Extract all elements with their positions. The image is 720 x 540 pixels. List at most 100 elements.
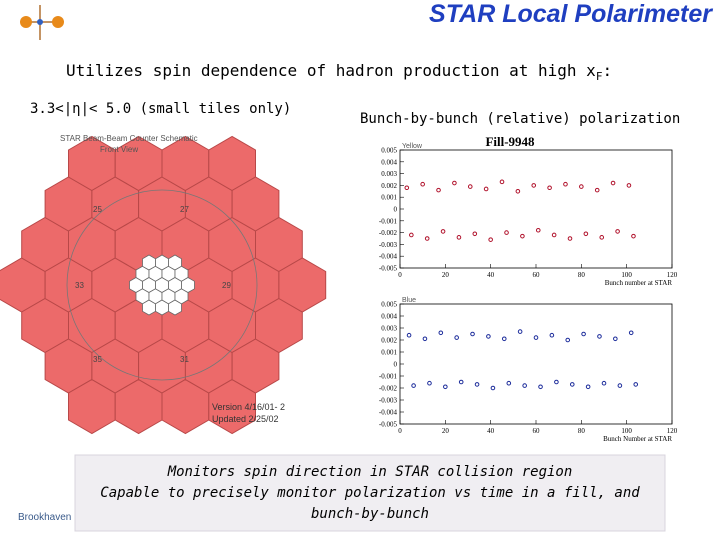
x-tick-label: 100 <box>621 427 632 435</box>
tile-number: 27 <box>180 205 189 214</box>
data-point <box>615 229 620 234</box>
data-point <box>438 330 444 336</box>
data-point <box>567 236 573 241</box>
tile-number: 31 <box>180 355 189 364</box>
data-point <box>470 331 475 337</box>
x-tick-label: 0 <box>398 427 402 435</box>
data-point <box>554 379 559 385</box>
ring <box>66 189 258 381</box>
data-point <box>610 180 616 186</box>
y-tick-label: -0.003 <box>379 241 398 249</box>
tile-number: 25 <box>93 205 102 214</box>
footer-left: Brookhaven S <box>18 512 81 523</box>
data-point <box>565 337 571 343</box>
subtitle-end: : <box>602 61 612 80</box>
y-tick-label: 0.005 <box>381 147 397 155</box>
data-point <box>579 184 584 189</box>
panel-label: Blue <box>402 297 416 304</box>
subtitle: Utilizes spin dependence of hadron produ… <box>66 61 612 83</box>
data-point <box>474 382 480 387</box>
x-tick-label: 60 <box>533 427 541 435</box>
y-tick-label: 0 <box>394 361 398 369</box>
data-point <box>549 332 555 338</box>
tile-number: 33 <box>75 281 84 290</box>
data-point <box>404 185 410 191</box>
fill-label: Fill-9948 <box>485 134 535 149</box>
tile-number: 29 <box>222 281 231 290</box>
y-tick-label: 0.004 <box>381 313 397 321</box>
summary-line: bunch-by-bunch <box>311 506 429 522</box>
small-tile <box>181 277 195 293</box>
x-tick-label: 40 <box>487 271 495 279</box>
left-label: 3.3<|η|< 5.0 (small tiles only) <box>30 101 291 117</box>
panel-label: Yellow <box>402 143 423 150</box>
summary-line: Capable to precisely monitor polarizatio… <box>100 485 640 501</box>
data-point <box>631 233 636 239</box>
data-point <box>628 330 634 336</box>
x-tick-label: 40 <box>487 427 495 435</box>
data-point <box>601 380 607 386</box>
x-tick-label: 80 <box>578 271 586 279</box>
data-point <box>420 181 425 187</box>
data-point <box>569 382 575 387</box>
data-point <box>456 235 462 240</box>
y-tick-label: -0.005 <box>379 265 398 273</box>
data-point <box>551 232 557 238</box>
x-axis-label: Bunch number at STAR <box>605 279 673 287</box>
data-point <box>490 385 496 391</box>
tile-number: 35 <box>93 355 102 364</box>
data-point <box>409 232 414 238</box>
data-point <box>422 336 428 342</box>
x-tick-label: 20 <box>442 271 450 279</box>
x-tick-label: 120 <box>667 271 678 279</box>
y-tick-label: 0 <box>394 206 398 214</box>
data-point <box>504 230 509 235</box>
y-tick-label: -0.002 <box>379 229 398 237</box>
y-tick-label: -0.005 <box>379 421 398 429</box>
y-tick-label: -0.002 <box>379 385 398 393</box>
diagram-view: Front View <box>100 145 138 154</box>
data-point <box>488 237 493 242</box>
subtitle-text: Utilizes spin dependence of hadron produ… <box>66 61 596 80</box>
y-tick-label: -0.001 <box>379 217 398 225</box>
data-point <box>617 383 623 388</box>
data-point <box>585 384 591 390</box>
data-point <box>501 336 507 342</box>
data-point <box>535 227 541 233</box>
bbc-diagram: 25 27 29 31 33 35 <box>0 135 327 435</box>
subtitle-sub: F <box>596 70 603 83</box>
y-tick-label: 0.003 <box>381 325 397 333</box>
diagram-version: Version 4/16/01- 2 <box>212 402 285 412</box>
data-point <box>427 380 432 386</box>
y-tick-label: -0.001 <box>379 373 398 381</box>
data-point <box>633 382 639 387</box>
data-point <box>515 189 521 194</box>
data-point <box>452 180 457 186</box>
x-axis-label: Bunch Number at STAR <box>603 435 672 443</box>
data-point <box>406 332 412 338</box>
data-point <box>443 384 448 390</box>
data-point <box>424 236 430 241</box>
diagram-updated: Updated 2/25/02 <box>212 414 279 424</box>
y-tick-label: 0.002 <box>381 182 397 190</box>
y-tick-label: 0.001 <box>381 349 397 357</box>
data-point <box>483 186 489 192</box>
y-tick-label: -0.004 <box>379 409 398 417</box>
data-point <box>458 379 464 385</box>
plot-frame <box>399 303 673 425</box>
summary-box <box>74 454 666 532</box>
y-tick-label: 0.001 <box>381 194 397 202</box>
y-tick-label: 0.004 <box>381 158 397 166</box>
x-tick-label: 20 <box>442 427 450 435</box>
x-tick-label: 0 <box>398 271 402 279</box>
logo <box>20 5 64 40</box>
data-point <box>454 335 459 340</box>
right-label: Bunch-by-bunch (relative) polarization <box>360 111 680 127</box>
summary-line: Monitors spin direction in STAR collisio… <box>167 464 573 480</box>
data-point <box>506 380 512 386</box>
y-tick-label: -0.004 <box>379 253 398 261</box>
data-point <box>467 184 473 189</box>
data-point <box>597 334 602 339</box>
x-tick-label: 120 <box>667 427 678 435</box>
data-point <box>581 331 586 337</box>
